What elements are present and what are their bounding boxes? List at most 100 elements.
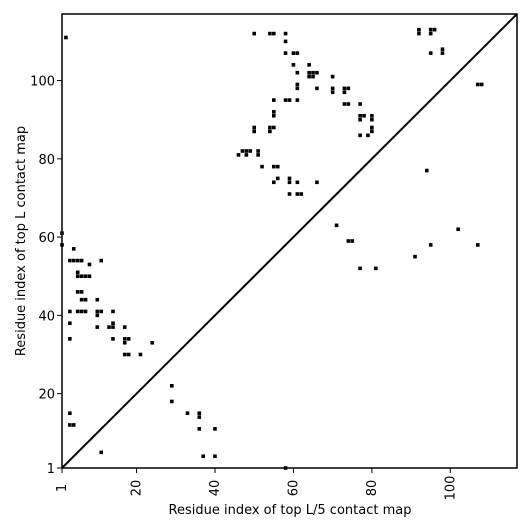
contact-point-upper: [440, 47, 445, 52]
x-tick-label: 100: [443, 476, 458, 501]
contact-point-lower: [68, 309, 72, 314]
contact-point-lower: [75, 309, 80, 314]
y-tick-label: 20: [38, 388, 55, 403]
contact-point-upper: [291, 51, 296, 55]
contact-point-upper: [295, 192, 300, 196]
contact-point-upper: [334, 223, 339, 228]
contact-point-lower: [95, 309, 100, 314]
contact-point-upper: [291, 63, 296, 67]
contact-point-upper: [358, 117, 362, 122]
contact-point-lower: [68, 321, 72, 325]
contact-point-upper: [307, 74, 311, 79]
x-tick-label: 40: [208, 480, 223, 497]
contact-point-upper: [295, 70, 300, 75]
contact-point-lower: [60, 243, 64, 247]
contact-point-upper: [342, 90, 347, 95]
contact-point-lower: [71, 258, 76, 263]
contact-point-lower: [122, 352, 127, 357]
contact-point-upper: [432, 27, 437, 32]
contact-point-upper: [272, 31, 276, 36]
contact-point-upper: [330, 74, 335, 79]
contact-point-upper: [342, 102, 347, 106]
x-axis-title: Residue index of top L/5 contact map: [169, 503, 412, 518]
contact-point-lower: [71, 247, 76, 251]
contact-point-upper: [358, 266, 362, 271]
contact-point-lower: [150, 340, 155, 345]
contact-point-lower: [79, 297, 84, 302]
contact-point-upper: [373, 266, 378, 271]
contact-point-lower: [75, 274, 80, 279]
contact-point-upper: [307, 63, 311, 67]
contact-point-lower: [87, 274, 92, 279]
contact-point-upper: [428, 51, 433, 55]
contact-point-upper: [295, 82, 300, 87]
x-tick-label: 1: [55, 484, 70, 492]
x-tick-label: 60: [286, 480, 301, 497]
contact-point-lower: [95, 325, 100, 329]
contact-point-upper: [358, 133, 362, 138]
contact-point-lower: [99, 450, 104, 455]
contact-point-upper: [283, 31, 288, 36]
contact-point-lower: [64, 35, 68, 40]
contact-point-lower: [79, 274, 84, 279]
contact-point-lower: [83, 297, 88, 302]
contact-point-upper: [272, 180, 276, 185]
contact-point-upper: [244, 153, 249, 157]
contact-point-lower: [111, 309, 115, 314]
contact-point-lower: [107, 325, 111, 329]
contact-point-upper: [370, 113, 374, 118]
y-axis-ticks: 1 20 40 60 80 100: [30, 75, 62, 477]
contact-point-upper: [248, 149, 253, 153]
x-tick-label: 20: [130, 480, 145, 497]
plot-frame: [61, 13, 518, 469]
contact-point-lower: [68, 337, 72, 341]
contact-point-upper: [268, 129, 272, 134]
contact-point-upper: [299, 192, 304, 196]
x-tick-label: 80: [365, 480, 380, 497]
contact-point-upper: [295, 98, 300, 102]
contact-point-lower: [185, 411, 190, 416]
contact-point-upper: [283, 51, 288, 55]
contact-point-lower: [201, 454, 206, 459]
contact-point-lower: [99, 309, 104, 314]
contact-point-upper: [272, 125, 276, 130]
contact-point-upper: [346, 239, 351, 243]
contact-point-upper: [287, 98, 292, 102]
y-tick-label: 40: [38, 309, 55, 324]
y-tick-label: 80: [38, 153, 55, 168]
x-axis-ticks: 1 20 40 60 80 100: [55, 468, 458, 500]
contact-point-upper: [475, 243, 480, 247]
contact-point-upper: [256, 149, 260, 153]
contact-point-lower: [111, 325, 115, 329]
contact-point-upper: [307, 70, 311, 75]
contact-point-lower: [83, 309, 88, 314]
contact-point-upper: [275, 176, 280, 181]
contact-point-lower: [87, 262, 92, 267]
contact-point-upper: [358, 102, 362, 106]
contact-point-lower: [60, 231, 64, 235]
y-tick-label: 60: [38, 231, 55, 246]
contact-point-lower: [75, 290, 80, 294]
contact-point-upper: [268, 31, 272, 36]
contact-point-lower: [170, 399, 174, 404]
contact-point-upper: [272, 113, 276, 118]
contact-point-upper: [370, 117, 374, 122]
contact-point-upper: [370, 129, 374, 134]
contact-point-lower: [126, 352, 131, 357]
contact-point-upper: [428, 31, 433, 36]
contact-point-upper: [346, 102, 351, 106]
contact-point-upper: [456, 227, 460, 232]
contact-point-upper: [315, 180, 319, 185]
contact-point-upper: [272, 98, 276, 102]
contact-point-lower: [95, 297, 100, 302]
contact-point-upper: [260, 164, 264, 169]
contact-point-lower: [111, 337, 115, 341]
contact-point-lower: [197, 411, 202, 416]
contact-point-upper: [479, 82, 484, 87]
contact-point-lower: [68, 411, 72, 416]
contact-point-upper: [428, 27, 433, 32]
contact-point-upper: [330, 90, 335, 95]
contact-point-upper: [287, 180, 292, 185]
contact-point-lower: [83, 274, 88, 279]
contact-point-upper: [366, 133, 370, 138]
